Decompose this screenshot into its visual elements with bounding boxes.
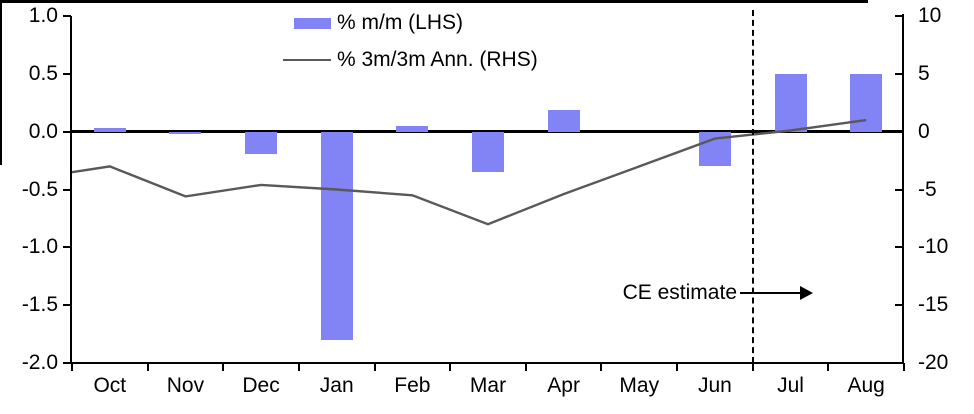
ce-estimate-label: CE estimate — [622, 281, 737, 304]
left-axis-tick-label: 1.0 — [28, 4, 58, 27]
x-axis-tick — [751, 363, 754, 371]
chart-top-border — [0, 0, 868, 3]
left-axis-tick-label: -1.5 — [21, 293, 58, 317]
right-axis-tick-label: -20 — [918, 351, 949, 374]
x-axis-label-nov: Nov — [166, 374, 205, 397]
line-series-swatch-icon — [283, 58, 331, 62]
bar-oct — [93, 128, 126, 132]
x-axis-tick — [827, 363, 830, 371]
x-axis-label-dec: Dec — [242, 374, 280, 397]
left-axis-line — [70, 16, 72, 363]
left-axis-tick — [63, 72, 71, 75]
x-axis-tick — [449, 363, 452, 371]
x-axis-tick — [222, 363, 225, 371]
x-axis-label-oct: Oct — [93, 374, 127, 397]
bar-mar — [472, 131, 504, 173]
bar-series-swatch-icon — [294, 17, 331, 29]
right-axis-tick — [895, 130, 903, 133]
x-axis-line — [70, 362, 904, 364]
left-axis-tick-label: -2.0 — [21, 351, 58, 374]
line-series — [71, 118, 867, 226]
bar-nov — [169, 131, 202, 134]
right-axis-tick — [895, 188, 903, 191]
right-axis-tick-label: -10 — [918, 235, 949, 259]
x-axis-tick — [903, 363, 905, 371]
x-axis-tick — [524, 363, 527, 371]
legend-item-line: % 3m/3m Ann. (RHS) — [278, 47, 538, 73]
left-axis-tick — [63, 188, 71, 191]
right-axis-tick — [895, 72, 903, 75]
x-axis-label-feb: Feb — [394, 374, 431, 397]
right-axis-tick-label: 10 — [918, 4, 942, 27]
x-axis-label-jun: Jun — [697, 374, 732, 397]
ce-estimate-arrow — [740, 292, 801, 295]
ce-estimate-arrowhead-icon — [800, 286, 813, 300]
right-axis-tick — [895, 15, 903, 17]
legend-bar-label: % m/m (LHS) — [337, 11, 463, 34]
left-axis-tick-label: 0.0 — [28, 119, 58, 143]
x-axis-tick — [373, 363, 376, 371]
x-axis-label-jul: Jul — [777, 374, 804, 397]
left-axis-tick — [63, 362, 71, 364]
x-axis-tick — [676, 363, 679, 371]
legend: % m/m (LHS) % 3m/3m Ann. (RHS) — [278, 10, 538, 84]
right-axis-tick-label: 0 — [918, 119, 930, 143]
left-axis-tick — [63, 246, 71, 249]
right-axis-tick — [895, 246, 903, 249]
forecast-divider-dashed-line — [751, 10, 754, 363]
x-axis-tick — [146, 363, 149, 371]
x-axis-tick — [71, 363, 73, 371]
left-axis-tick — [63, 304, 71, 307]
bar-feb — [396, 125, 429, 132]
left-axis-tick — [63, 15, 71, 17]
bar-apr — [547, 109, 580, 132]
bar-jul — [774, 73, 807, 132]
right-axis-tick — [895, 304, 903, 307]
chart-left-border — [0, 0, 2, 165]
x-axis-label-mar: Mar — [469, 374, 507, 397]
right-axis-tick-label: 5 — [918, 61, 930, 85]
legend-line-label: % 3m/3m Ann. (RHS) — [337, 48, 538, 71]
x-axis-tick — [297, 363, 300, 371]
left-axis-tick-label: -0.5 — [21, 177, 58, 201]
right-axis-tick-label: -5 — [918, 177, 937, 201]
bar-jan — [320, 131, 353, 340]
zero-line — [71, 130, 904, 133]
left-axis-tick — [63, 130, 71, 133]
right-axis-tick-label: -15 — [918, 293, 949, 317]
x-axis-label-aug: Aug — [847, 374, 885, 397]
legend-item-bar: % m/m (LHS) — [278, 10, 538, 36]
left-axis-tick-label: -1.0 — [21, 235, 58, 259]
right-axis-tick — [895, 362, 903, 364]
bar-dec — [245, 131, 278, 154]
left-axis-tick-label: 0.5 — [28, 61, 58, 85]
x-axis-label-jan: Jan — [319, 374, 354, 397]
right-axis-line — [902, 14, 904, 363]
x-axis-tick — [600, 363, 603, 371]
x-axis-label-may: May — [619, 374, 660, 397]
x-axis-label-apr: Apr — [547, 374, 580, 397]
